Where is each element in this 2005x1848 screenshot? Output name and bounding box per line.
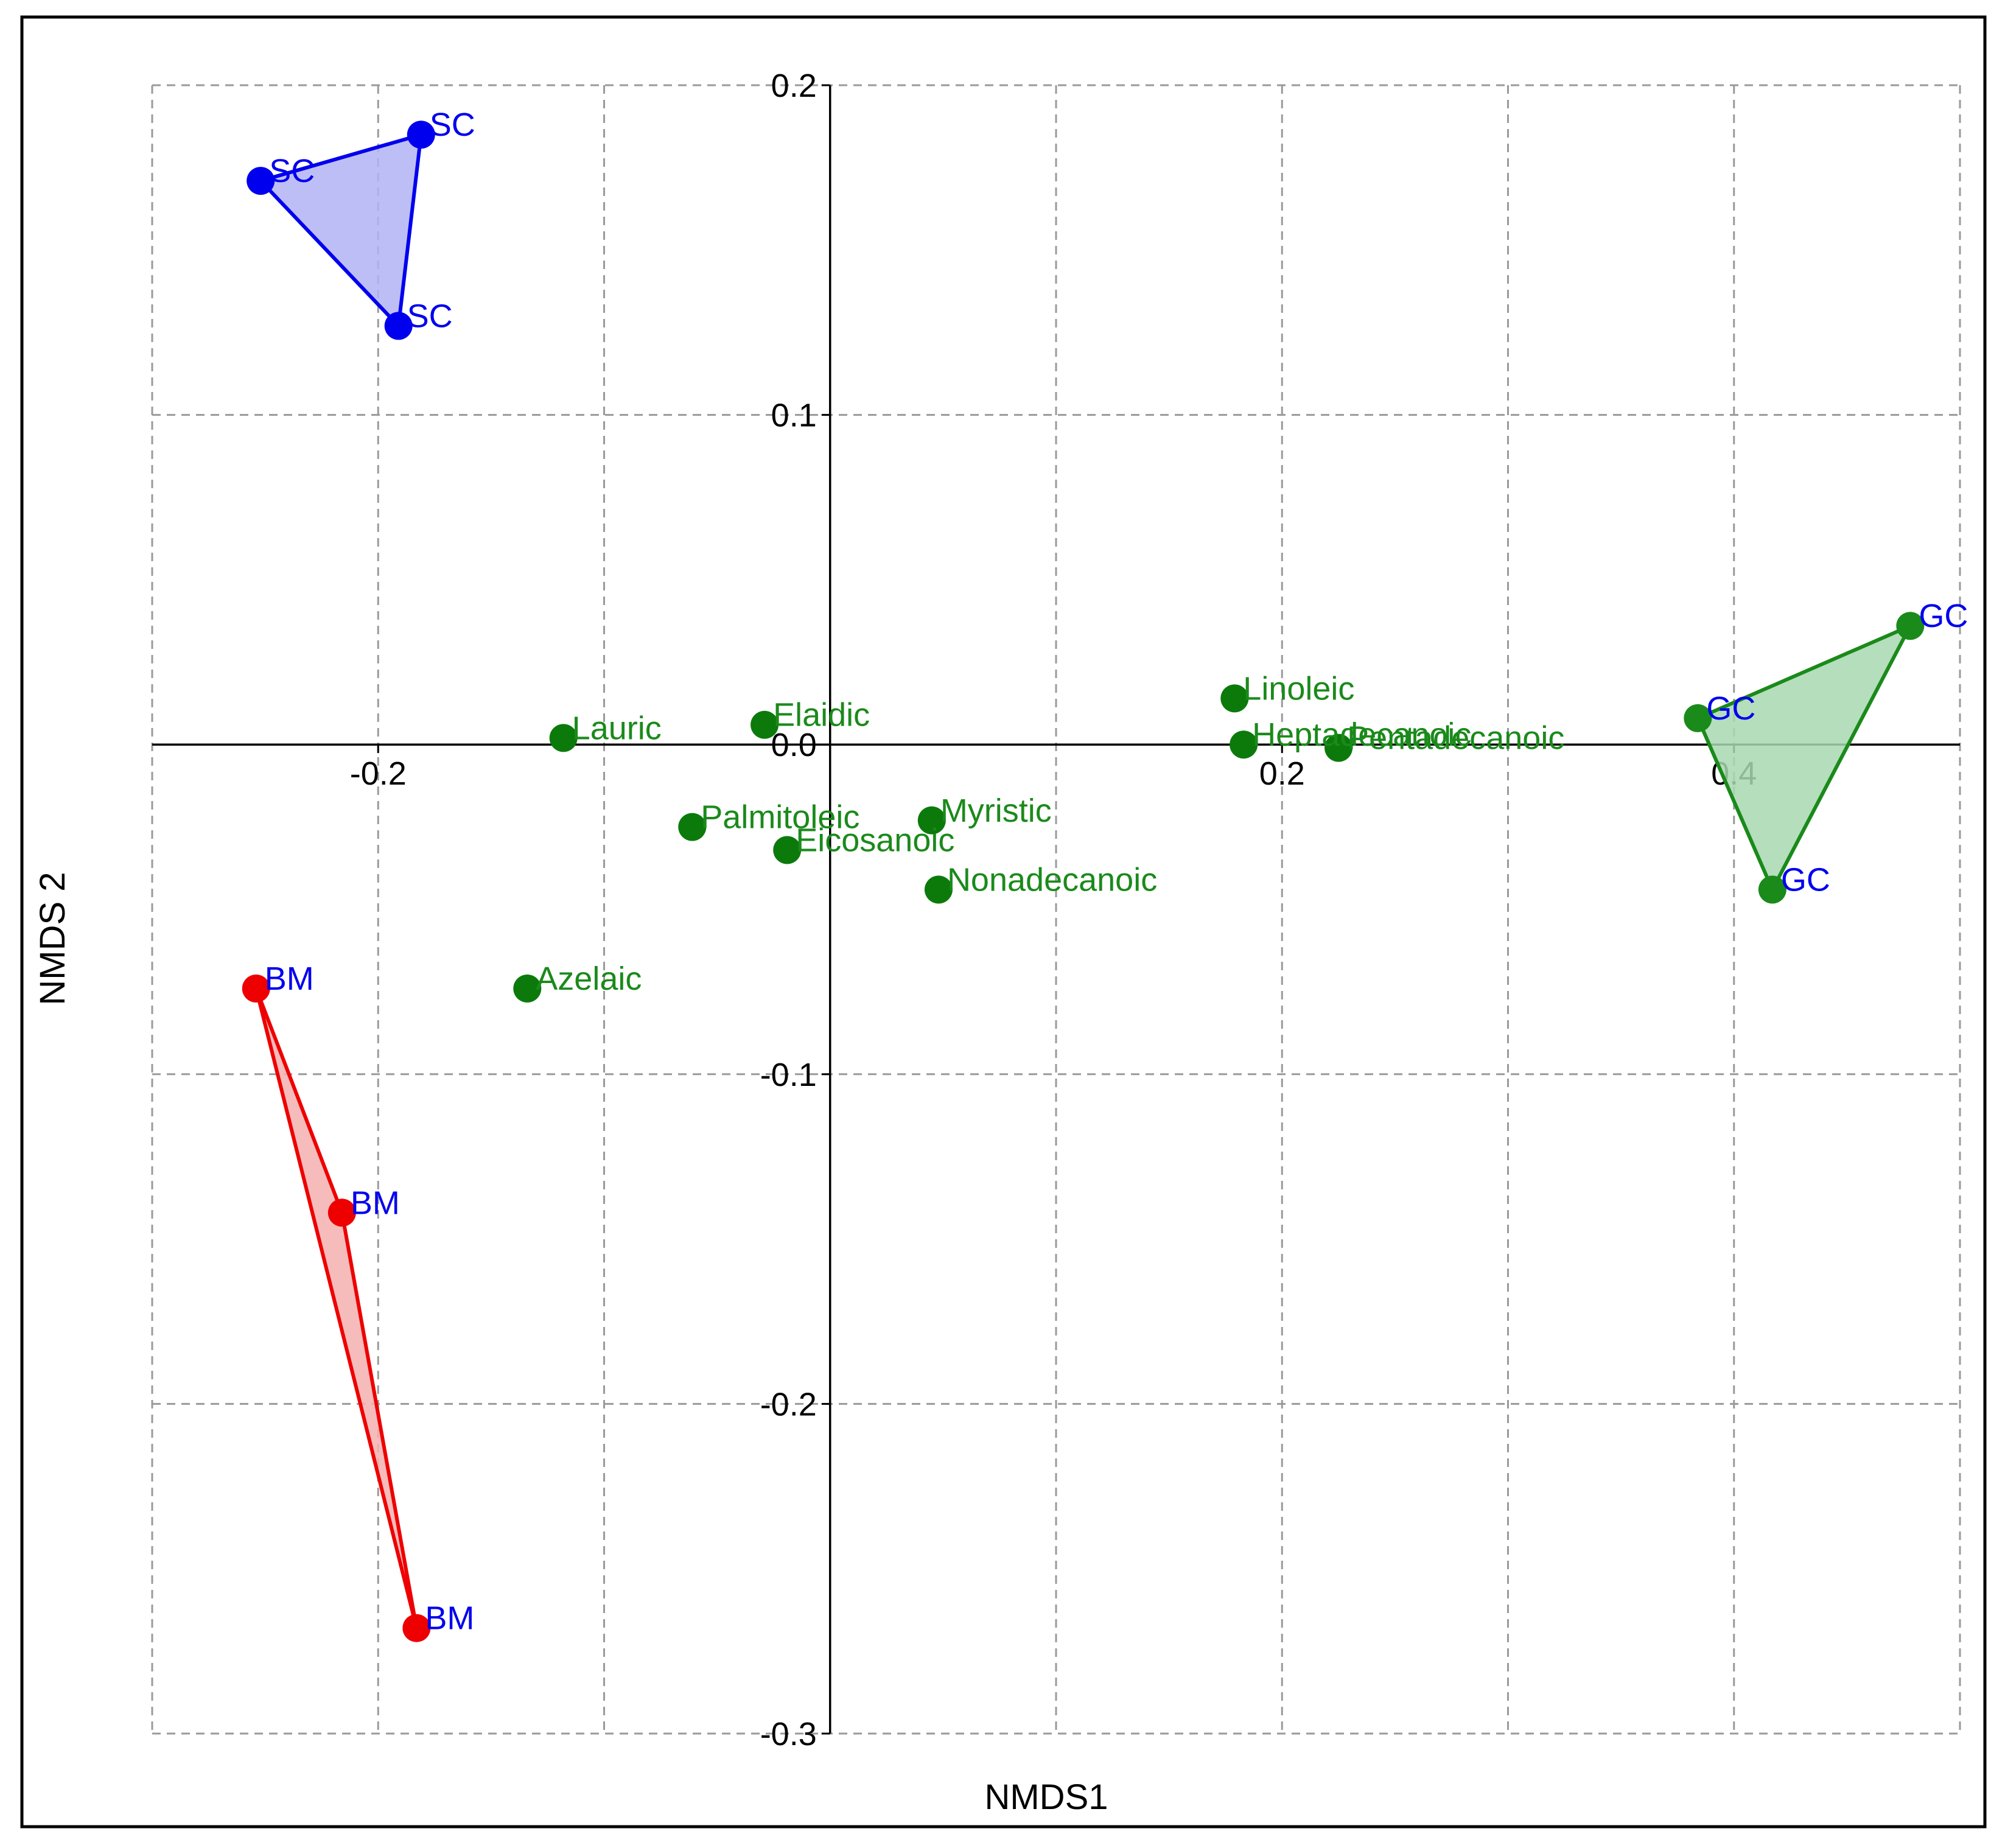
point-lauric	[549, 724, 578, 752]
point-heptadecanoic	[1230, 730, 1258, 759]
point-label-bm: BM	[351, 1185, 400, 1221]
point-gc	[1896, 612, 1925, 640]
point-elaidic	[751, 710, 779, 739]
point-bm	[402, 1614, 431, 1642]
point-label-gc: GC	[1781, 862, 1830, 898]
point-gc	[1758, 875, 1786, 904]
point-pentadecanoic	[1324, 733, 1353, 762]
hull-bm	[254, 986, 419, 1630]
point-sc	[247, 167, 275, 195]
y-axis-title: NMDS 2	[33, 872, 72, 1005]
y-tick-label: 0.2	[771, 68, 817, 104]
point-myristic	[917, 806, 946, 835]
x-axis-title: NMDS1	[984, 1777, 1108, 1817]
hull-gc	[1696, 624, 1912, 892]
x-tick-label: 0.2	[1259, 755, 1305, 792]
point-label-bm: BM	[425, 1600, 474, 1637]
y-tick-label: 0.1	[771, 397, 817, 434]
point-label-linoleic: Linoleic	[1243, 670, 1354, 707]
point-palmitoleic	[678, 813, 707, 841]
point-bm	[327, 1199, 356, 1227]
point-label-gc: GC	[1706, 690, 1755, 727]
point-eicosanoic	[773, 836, 802, 864]
data-points	[242, 121, 1925, 1642]
point-label-eicosanoic: Eicosanoic	[796, 822, 954, 859]
point-sc	[407, 121, 435, 149]
y-tick-label: -0.3	[760, 1716, 817, 1752]
hull-sc	[259, 133, 423, 328]
point-label-sc: SC	[430, 107, 475, 143]
point-label-azelaic: Azelaic	[536, 961, 642, 997]
point-bm	[242, 974, 270, 1003]
point-linoleic	[1220, 684, 1249, 713]
y-tick-label: -0.1	[760, 1057, 817, 1093]
x-tick-label: -0.2	[350, 755, 407, 792]
y-tick-label: -0.2	[760, 1386, 817, 1423]
point-label-myristic: Myristic	[940, 793, 1052, 829]
y-tick-label: 0.0	[771, 727, 817, 763]
point-label-sc: SC	[407, 298, 453, 334]
point-label-lauric: Lauric	[572, 710, 662, 746]
group-hulls	[254, 133, 1912, 1630]
point-label-nonadecanoic: Nonadecanoic	[947, 862, 1157, 898]
point-label-elaidic: Elaidic	[773, 697, 870, 733]
point-sc	[384, 312, 413, 340]
point-label-sc: SC	[269, 153, 315, 189]
point-label-palmitoleic: Palmitoleic	[701, 799, 859, 836]
figure-border	[20, 15, 1987, 1829]
point-labels: SC SC SC GC GC GC BM BM BM Lauric Elaidic Palmitole…	[265, 107, 1968, 1636]
point-nonadecanoic	[924, 875, 953, 904]
point-label-gc: GC	[1919, 598, 1968, 634]
point-label-pentadecanoic: Pentadecanoic	[1347, 720, 1564, 757]
axes: -0.20.20.40.20.10.0-0.1-0.2-0.3	[152, 68, 1960, 1752]
point-label-heptadecanoic: Heptadecanoic	[1252, 716, 1471, 753]
point-gc	[1684, 704, 1712, 732]
point-azelaic	[513, 974, 542, 1003]
point-label-bm: BM	[265, 961, 314, 997]
